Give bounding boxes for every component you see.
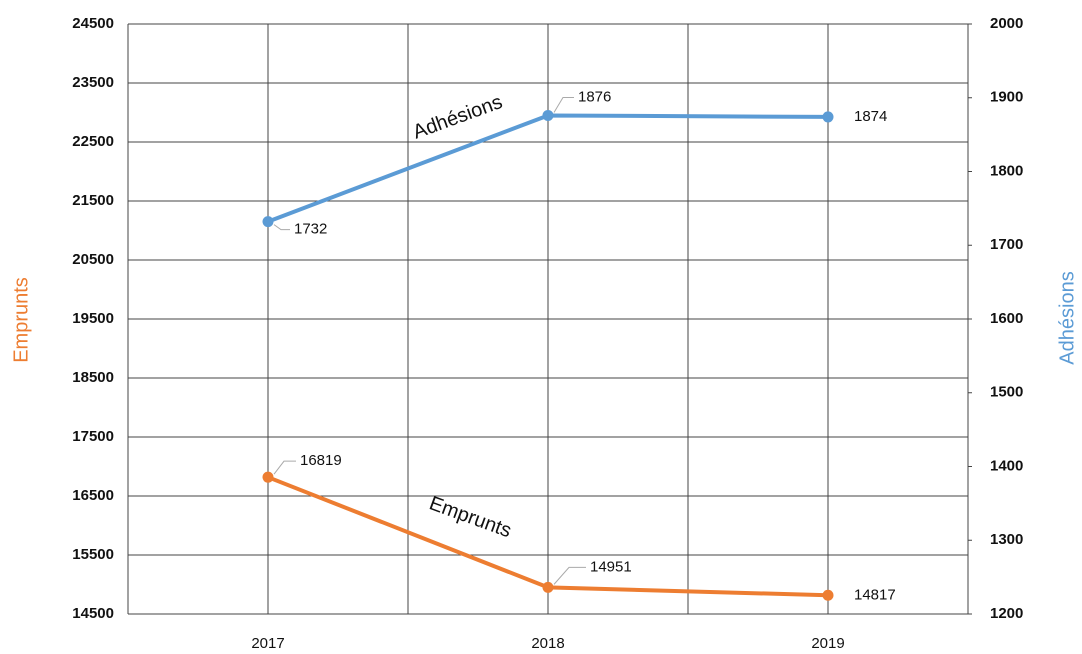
- data-label: 14951: [590, 558, 632, 575]
- data-label: 14817: [854, 586, 896, 603]
- x-tick-label: 2017: [251, 635, 284, 652]
- y-tick-label: 24500: [72, 15, 114, 32]
- y2-axis-label: Adhésions: [1056, 271, 1078, 364]
- leader-line: [273, 460, 296, 475]
- data-label: 16819: [300, 452, 342, 469]
- y2-tick-label: 1300: [990, 531, 1023, 548]
- leader-line: [273, 224, 290, 231]
- y-tick-label: 14500: [72, 605, 114, 622]
- x-tick-label: 2019: [811, 635, 844, 652]
- data-label: 1874: [854, 108, 887, 125]
- y-tick-label: 23500: [72, 74, 114, 91]
- data-label: 1732: [294, 221, 327, 238]
- series-label: Emprunts: [426, 492, 514, 542]
- point: [822, 111, 834, 123]
- y-tick-label: 21500: [72, 192, 114, 209]
- leader-line: [553, 566, 586, 585]
- point: [542, 109, 554, 121]
- y-tick-label: 17500: [72, 428, 114, 445]
- point: [262, 471, 274, 483]
- y2-tick-label: 1500: [990, 384, 1023, 401]
- point: [822, 589, 834, 601]
- point: [262, 216, 274, 228]
- y-tick-label: 16500: [72, 487, 114, 504]
- y-axis-label: Emprunts: [10, 277, 32, 363]
- y-tick-label: 19500: [72, 310, 114, 327]
- y2-tick-label: 1800: [990, 162, 1023, 179]
- point: [542, 581, 554, 593]
- y-tick-label: 22500: [72, 133, 114, 150]
- y-tick-label: 20500: [72, 251, 114, 268]
- y2-tick-label: 1900: [990, 89, 1023, 106]
- y2-tick-label: 1600: [990, 310, 1023, 327]
- leader-line: [553, 96, 574, 113]
- y2-tick-label: 1200: [990, 605, 1023, 622]
- y2-tick-label: 1400: [990, 457, 1023, 474]
- data-label: 1876: [578, 88, 611, 105]
- y-tick-label: 18500: [72, 369, 114, 386]
- y-tick-label: 15500: [72, 546, 114, 563]
- y2-tick-label: 2000: [990, 15, 1023, 32]
- x-tick-label: 2018: [531, 635, 564, 652]
- y2-tick-label: 1700: [990, 236, 1023, 253]
